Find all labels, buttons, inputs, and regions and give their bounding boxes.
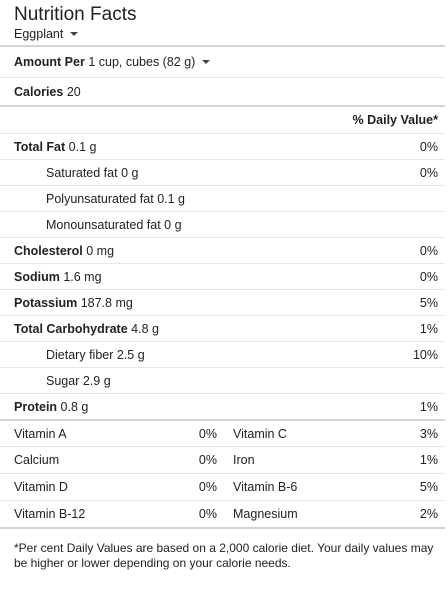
calories-label: Calories — [14, 84, 64, 99]
vitamin-dv: 1% — [419, 453, 438, 467]
nutrient-row-saturated-fat: Saturated fat 0 g 0% — [0, 159, 445, 185]
nutrient-row-total-fat: Total Fat 0.1 g 0% — [0, 133, 445, 159]
nutrient-row-potassium: Potassium 187.8 mg 5% — [0, 289, 445, 315]
nutrient-label: Sodium — [14, 269, 60, 284]
daily-value-heading: % Daily Value* — [352, 113, 438, 127]
daily-value-header: % Daily Value* — [0, 105, 445, 133]
serving-size: 1 cup, cubes (82 g) — [88, 55, 196, 69]
amount-row: Amount Per 1 cup, cubes (82 g) — [0, 45, 445, 77]
nutrient-dv: 1% — [419, 321, 438, 336]
nutrient-label: Total Carbohydrate — [14, 321, 128, 336]
nutrient-row-sodium: Sodium 1.6 mg 0% — [0, 263, 445, 289]
nutrient-amount: 0.1 g — [157, 191, 186, 206]
nutrient-row-protein: Protein 0.8 g 1% — [0, 393, 445, 419]
nutrient-amount: 4.8 g — [131, 321, 159, 336]
serving-dropdown[interactable]: 1 cup, cubes (82 g) — [88, 55, 211, 69]
footnote: *Per cent Daily Values are based on a 2,… — [0, 527, 445, 571]
chevron-down-icon — [202, 60, 211, 64]
vitamin-dv: 0% — [198, 480, 217, 494]
food-dropdown[interactable]: Eggplant — [14, 27, 79, 41]
nutrient-row-polyunsaturated-fat: Polyunsaturated fat 0.1 g — [0, 185, 445, 211]
nutrient-dv: 0% — [419, 139, 438, 154]
nutrient-amount: 0.1 g — [68, 139, 97, 154]
page-title: Nutrition Facts — [14, 4, 137, 25]
nutrient-amount: 0 mg — [86, 243, 115, 258]
vitamin-label: Vitamin B-12 — [14, 507, 86, 521]
vitamin-dv: 5% — [419, 480, 438, 494]
nutrient-label: Polyunsaturated fat — [46, 191, 154, 206]
vitamin-label: Vitamin A — [14, 426, 67, 441]
chevron-down-icon — [70, 32, 79, 36]
nutrient-dv: 0% — [419, 269, 438, 284]
vitamin-dv: 0% — [198, 453, 217, 467]
nutrient-label: Saturated fat — [46, 165, 118, 180]
vitamin-row: Vitamin A 0% Vitamin C 3% — [0, 419, 445, 446]
nutrient-row-monounsaturated-fat: Monounsaturated fat 0 g — [0, 211, 445, 237]
nutrient-amount: 0 g — [164, 217, 182, 232]
vitamin-dv: 2% — [419, 507, 438, 521]
nutrient-label: Monounsaturated fat — [46, 217, 161, 232]
nutrient-row-sugar: Sugar 2.9 g — [0, 367, 445, 393]
vitamin-label: Vitamin C — [233, 426, 287, 441]
nutrient-label: Potassium — [14, 295, 78, 310]
nutrient-label: Cholesterol — [14, 243, 83, 258]
nutrient-amount: 1.6 mg — [63, 269, 102, 284]
vitamin-row: Vitamin B-12 0% Magnesium 2% — [0, 500, 445, 527]
nutrient-dv: 0% — [419, 165, 438, 180]
nutrient-amount: 0 g — [121, 165, 139, 180]
nutrient-amount: 0.8 g — [60, 399, 89, 414]
vitamin-row: Vitamin D 0% Vitamin B-6 5% — [0, 473, 445, 500]
nutrient-amount: 187.8 mg — [80, 295, 133, 310]
vitamin-row: Calcium 0% Iron 1% — [0, 446, 445, 473]
nutrient-label: Dietary fiber — [46, 347, 114, 362]
vitamin-label: Calcium — [14, 453, 60, 467]
nutrient-label: Total Fat — [14, 139, 66, 154]
nutrient-dv: 5% — [419, 295, 438, 310]
nutrient-label: Sugar — [46, 373, 80, 388]
nutrient-label: Protein — [14, 399, 58, 414]
vitamin-dv: 0% — [198, 426, 217, 441]
nutrition-panel: Amount Per 1 cup, cubes (82 g) Calories … — [0, 45, 445, 571]
nutrient-amount: 2.9 g — [82, 373, 111, 388]
nutrient-row-cholesterol: Cholesterol 0 mg 0% — [0, 237, 445, 263]
nutrient-dv: 10% — [412, 347, 438, 362]
nutrient-dv: 0% — [419, 243, 438, 258]
vitamin-label: Magnesium — [233, 507, 298, 521]
nutrient-row-dietary-fiber: Dietary fiber 2.5 g 10% — [0, 341, 445, 367]
header: Nutrition Facts Eggplant — [14, 4, 444, 41]
vitamin-dv: 3% — [419, 426, 438, 441]
vitamin-dv: 0% — [198, 507, 217, 521]
nutrient-dv: 1% — [419, 399, 438, 414]
nutrient-amount: 2.5 g — [116, 347, 145, 362]
food-name: Eggplant — [14, 27, 64, 41]
nutrient-row-total-carbohydrate: Total Carbohydrate 4.8 g 1% — [0, 315, 445, 341]
calories-row: Calories 20 — [0, 77, 445, 105]
amount-label: Amount Per — [14, 55, 85, 69]
vitamin-label: Vitamin D — [14, 480, 68, 494]
vitamin-label: Vitamin B-6 — [233, 480, 298, 494]
calories-value: 20 — [66, 84, 81, 99]
vitamin-label: Iron — [233, 453, 255, 467]
